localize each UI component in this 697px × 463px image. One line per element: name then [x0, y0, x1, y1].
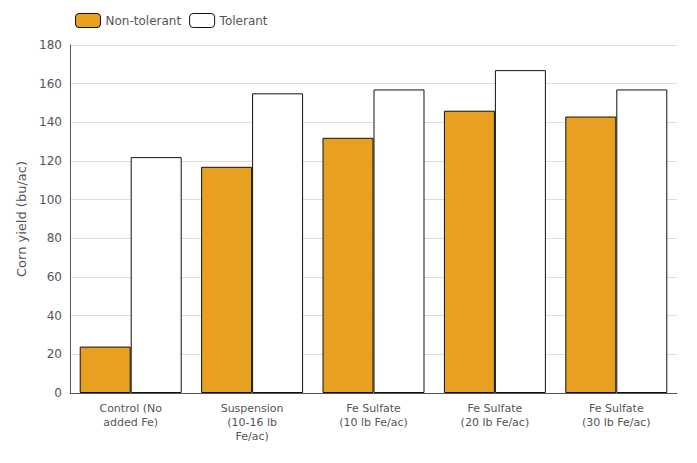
svg-text:20: 20 [47, 347, 62, 361]
svg-text:Fe Sulfate: Fe Sulfate [346, 402, 401, 415]
svg-text:Non-tolerant: Non-tolerant [106, 14, 182, 28]
svg-text:(20 lb Fe/ac): (20 lb Fe/ac) [461, 416, 530, 429]
svg-text:added Fe): added Fe) [103, 416, 158, 429]
svg-text:80: 80 [47, 231, 62, 245]
svg-text:180: 180 [39, 38, 62, 52]
svg-text:Fe Sulfate: Fe Sulfate [468, 402, 523, 415]
svg-text:(10-16 lb: (10-16 lb [227, 416, 277, 429]
svg-text:Fe Sulfate: Fe Sulfate [589, 402, 644, 415]
svg-text:40: 40 [47, 309, 62, 323]
svg-text:Suspension: Suspension [221, 402, 284, 415]
svg-text:120: 120 [39, 154, 62, 168]
svg-text:0: 0 [54, 386, 62, 400]
svg-text:Fe/ac): Fe/ac) [235, 430, 268, 443]
svg-text:Control (No: Control (No [99, 402, 162, 415]
svg-text:160: 160 [39, 77, 62, 91]
svg-text:100: 100 [39, 193, 62, 207]
svg-text:Corn yield (bu/ac): Corn yield (bu/ac) [14, 161, 29, 277]
svg-text:Tolerant: Tolerant [219, 14, 268, 28]
svg-text:(10 lb Fe/ac): (10 lb Fe/ac) [339, 416, 408, 429]
svg-text:(30 lb Fe/ac): (30 lb Fe/ac) [582, 416, 651, 429]
svg-text:140: 140 [39, 115, 62, 129]
svg-text:60: 60 [47, 270, 62, 284]
